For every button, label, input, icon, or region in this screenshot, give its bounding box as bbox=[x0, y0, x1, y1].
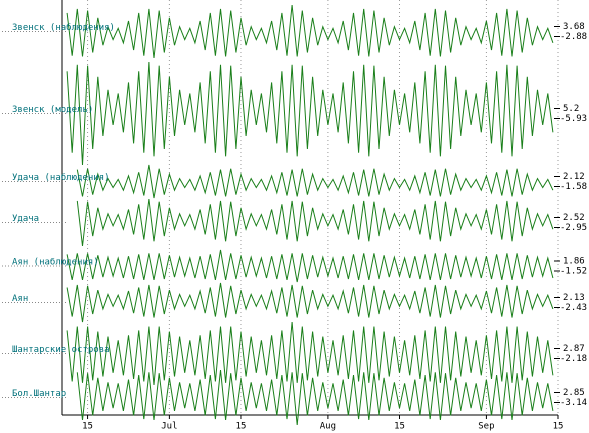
max-label: 3.68 bbox=[563, 22, 585, 32]
min-label: -1.52 bbox=[560, 267, 587, 277]
series-line bbox=[66, 4, 554, 59]
x-tick-label: 15 bbox=[82, 422, 93, 432]
min-label: -3.14 bbox=[560, 398, 587, 408]
min-label: -5.93 bbox=[560, 114, 587, 124]
series-label: Бол.Шантар bbox=[12, 389, 66, 399]
series-label: Шантарские острова bbox=[12, 345, 110, 355]
max-label: 2.12 bbox=[563, 172, 585, 182]
series-line bbox=[66, 321, 554, 386]
x-tick-label: Aug bbox=[320, 422, 336, 432]
series-line bbox=[66, 249, 554, 283]
x-tick-label: Jul bbox=[161, 422, 177, 432]
x-tick-label: 15 bbox=[553, 422, 564, 432]
x-tick-label: Sep bbox=[478, 422, 494, 432]
x-tick-label: 15 bbox=[236, 422, 247, 432]
series-label: Удача bbox=[12, 214, 39, 224]
max-label: 2.85 bbox=[563, 388, 585, 398]
max-label: 1.86 bbox=[563, 257, 585, 267]
max-label: 2.52 bbox=[563, 213, 585, 223]
max-label: 2.87 bbox=[563, 344, 585, 354]
series-label: Звенск (модель) bbox=[12, 105, 93, 115]
max-label: 5.2 bbox=[563, 104, 579, 114]
min-label: -2.18 bbox=[560, 354, 587, 364]
min-label: -2.43 bbox=[560, 303, 587, 313]
series-line bbox=[76, 369, 554, 426]
x-tick-label: 15 bbox=[394, 422, 405, 432]
series-line bbox=[76, 198, 554, 247]
series-label: Аян (наблюдения) bbox=[12, 257, 99, 268]
series-line bbox=[76, 164, 554, 199]
min-label: -1.58 bbox=[560, 182, 587, 192]
max-label: 2.13 bbox=[563, 293, 585, 303]
series-label: Аян bbox=[12, 294, 28, 304]
series-label: Удача (наблюдения) bbox=[12, 172, 110, 183]
series-label: Звенск (наблюдения) bbox=[12, 22, 115, 33]
min-label: -2.88 bbox=[560, 32, 587, 42]
series-line bbox=[66, 61, 554, 166]
series-line bbox=[66, 282, 554, 323]
min-label: -2.95 bbox=[560, 223, 587, 233]
